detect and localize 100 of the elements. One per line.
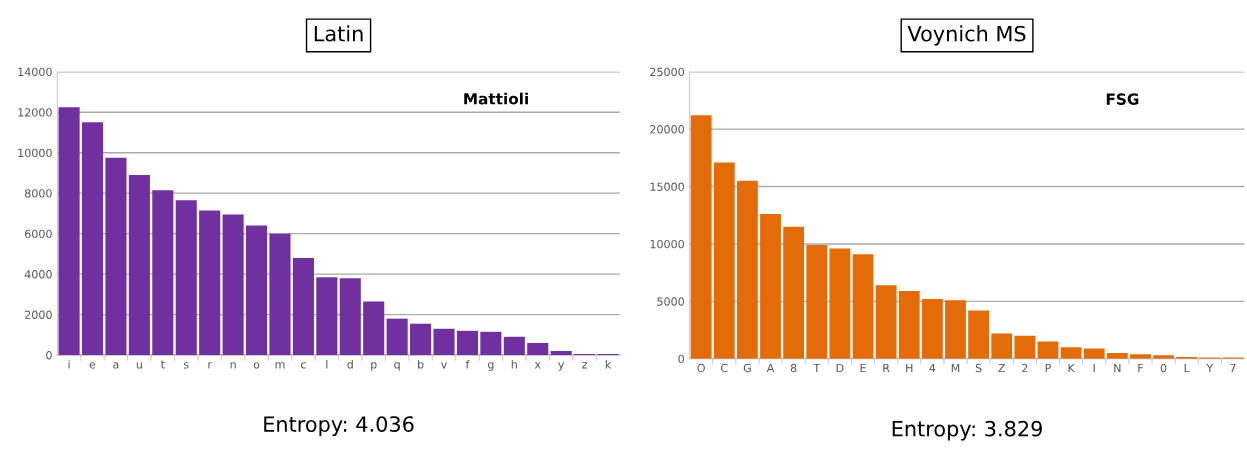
- x-tick-label: M: [951, 363, 960, 373]
- x-tick-label: N: [1114, 363, 1121, 373]
- x-tick-label: i: [68, 359, 70, 369]
- bar: [456, 330, 478, 356]
- y-tick-label: 15000: [650, 182, 684, 191]
- y-tick-label: 25000: [650, 67, 684, 77]
- x-tick-label: l: [326, 359, 328, 369]
- bar: [105, 157, 127, 356]
- bar: [968, 310, 990, 359]
- text: Entropy: 4.036: [264, 416, 414, 437]
- y-tick-label: 12000: [18, 108, 52, 117]
- bar: [386, 318, 408, 356]
- bar: [199, 210, 221, 356]
- x-tick-label: u: [136, 362, 142, 369]
- y-tick-label: 14000: [18, 67, 52, 77]
- x-tick-label: Y: [1206, 363, 1214, 373]
- x-tick-label: p: [371, 362, 377, 371]
- bar: [875, 285, 897, 359]
- bar: [690, 115, 712, 359]
- x-tick-label: f: [465, 359, 470, 369]
- bar: [550, 351, 572, 356]
- text: Mattioli: [464, 92, 528, 105]
- x-tick-label: T: [813, 363, 821, 373]
- x-tick-label: O: [697, 363, 705, 373]
- x-tick-label: R: [883, 363, 890, 373]
- bar: [503, 336, 525, 356]
- bar: [1014, 335, 1036, 359]
- text: FSG: [1106, 93, 1139, 105]
- x-tick-label: P: [1045, 363, 1051, 373]
- x-tick-label: t: [160, 360, 165, 369]
- y-tick-label: 10000: [650, 239, 684, 249]
- x-tick-label: x: [534, 362, 541, 369]
- chart-title: Latin: [314, 25, 363, 42]
- y-tick-label: 0: [46, 351, 52, 360]
- x-tick-label: g: [487, 362, 494, 371]
- bar: [128, 174, 150, 356]
- x-tick-label: S: [975, 363, 982, 373]
- x-tick-label: s: [183, 362, 189, 369]
- x-tick-label: 2: [1022, 363, 1028, 373]
- x-tick-label: Z: [998, 363, 1006, 373]
- bar: [713, 162, 735, 359]
- bar: [1060, 347, 1082, 359]
- bar: [58, 107, 80, 356]
- x-tick-label: G: [743, 363, 751, 373]
- x-tick-label: C: [721, 363, 728, 373]
- bar: [945, 300, 966, 359]
- bar: [152, 190, 174, 356]
- y-tick-label: 6000: [25, 229, 52, 239]
- bar: [806, 245, 828, 359]
- x-tick-label: m: [275, 362, 285, 369]
- x-tick-label: h: [511, 359, 517, 369]
- x-tick-label: H: [906, 363, 913, 373]
- x-tick-label: c: [300, 362, 306, 369]
- x-tick-label: 0: [1160, 363, 1167, 373]
- bar: [81, 122, 104, 356]
- bar: [269, 233, 291, 356]
- chart-title: Voynich MS: [907, 25, 1026, 46]
- x-tick-label: z: [582, 362, 588, 369]
- bar: [829, 248, 851, 359]
- bar: [410, 323, 432, 356]
- x-tick-label: d: [347, 359, 353, 369]
- bar: [433, 328, 455, 356]
- x-tick-label: a: [113, 362, 119, 369]
- x-tick-label: y: [558, 362, 565, 371]
- bar: [852, 254, 874, 359]
- bar: [316, 277, 338, 356]
- x-tick-label: b: [418, 359, 424, 369]
- bar: [246, 225, 268, 356]
- bar: [760, 214, 781, 359]
- bar: [783, 226, 805, 359]
- bar: [175, 200, 197, 356]
- x-tick-label: n: [230, 362, 236, 369]
- bar: [921, 299, 943, 359]
- x-tick-label: v: [441, 362, 447, 369]
- text: Entropy: 3.829: [892, 420, 1042, 441]
- y-tick-label: 2000: [25, 310, 52, 319]
- x-tick-label: e: [89, 362, 96, 369]
- x-tick-label: k: [605, 359, 612, 369]
- y-tick-label: 10000: [18, 148, 52, 158]
- bar: [222, 214, 244, 356]
- bar: [339, 278, 361, 356]
- x-tick-label: 4: [929, 363, 936, 373]
- x-tick-label: F: [1138, 363, 1144, 373]
- x-tick-label: E: [860, 363, 866, 373]
- bar: [292, 257, 314, 356]
- bar: [991, 333, 1013, 359]
- x-tick-label: D: [836, 363, 844, 373]
- x-tick-label: K: [1068, 363, 1075, 373]
- bar: [527, 342, 549, 356]
- bar: [898, 291, 920, 359]
- x-tick-label: 8: [790, 363, 797, 373]
- x-tick-label: L: [1184, 363, 1190, 373]
- x-tick-label: 7: [1230, 363, 1236, 373]
- y-tick-label: 8000: [24, 189, 52, 198]
- bar: [363, 301, 385, 356]
- x-tick-label: o: [253, 362, 260, 369]
- x-tick-label: r: [208, 362, 212, 369]
- y-tick-label: 5000: [657, 297, 684, 306]
- bar: [480, 331, 502, 356]
- x-tick-label: q: [394, 362, 400, 371]
